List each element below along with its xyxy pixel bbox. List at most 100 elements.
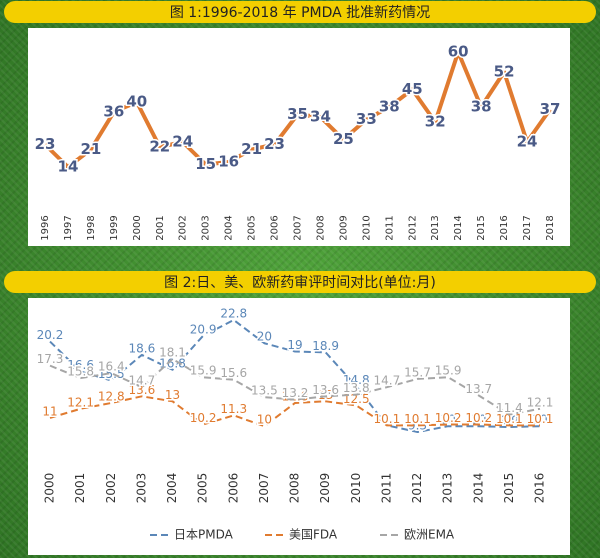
data-label: 22.8 xyxy=(220,307,247,321)
x-tick-label: 2013 xyxy=(430,215,441,240)
x-tick-label: 2006 xyxy=(270,215,281,240)
data-label: 15.5 xyxy=(98,367,125,381)
data-label: 35 xyxy=(287,105,308,123)
data-label: 17.3 xyxy=(37,352,64,366)
data-label: 15.9 xyxy=(190,364,217,378)
data-label: 10 xyxy=(532,413,547,427)
x-tick-label: 2011 xyxy=(384,215,395,240)
data-label: 14.7 xyxy=(374,374,401,388)
x-tick-label: 1996 xyxy=(40,215,51,240)
x-tick-label: 2006 xyxy=(226,473,240,504)
x-tick-label: 1999 xyxy=(109,215,120,240)
series-line xyxy=(43,50,552,169)
legend-label: 日本PMDA xyxy=(174,528,234,542)
x-tick-label: 2014 xyxy=(471,473,485,504)
data-label: 20.9 xyxy=(190,322,217,336)
x-tick-label: 2005 xyxy=(247,215,258,240)
x-tick-label: 2000 xyxy=(132,215,143,240)
x-tick-label: 2009 xyxy=(318,473,332,504)
title-banner xyxy=(4,271,596,293)
x-tick-label: 2015 xyxy=(502,473,516,504)
x-tick-label: 1998 xyxy=(86,215,97,240)
data-label: 9.3 xyxy=(408,419,427,433)
x-tick-label: 2010 xyxy=(361,215,372,240)
data-label: 18.6 xyxy=(129,341,156,355)
data-label: 13 xyxy=(318,388,333,402)
data-label: 13.8 xyxy=(343,381,370,395)
data-label: 13.6 xyxy=(129,383,156,397)
x-tick-label: 2002 xyxy=(104,473,118,504)
data-label: 45 xyxy=(402,80,423,98)
data-label: 14.8 xyxy=(343,373,370,387)
data-label: 38 xyxy=(471,98,492,116)
data-label: 33 xyxy=(356,110,377,128)
data-label: 15.6 xyxy=(220,366,247,380)
data-label: 16.8 xyxy=(159,356,186,370)
data-label: 19 xyxy=(287,338,302,352)
x-tick-label: 2012 xyxy=(407,215,418,240)
x-tick-label: 2016 xyxy=(533,473,547,504)
data-label: 11.4 xyxy=(496,401,523,415)
data-label: 9.9 xyxy=(500,414,519,428)
data-label: 10.2 xyxy=(465,411,492,425)
x-tick-label: 2000 xyxy=(43,473,57,504)
x-tick-label: 2005 xyxy=(196,473,210,504)
panel xyxy=(28,28,570,246)
data-label: 13.2 xyxy=(282,386,309,400)
x-tick-label: 2007 xyxy=(293,215,304,240)
legend-label: 欧洲EMA xyxy=(404,528,455,542)
data-label: 13.7 xyxy=(465,382,492,396)
data-label: 38 xyxy=(379,98,400,116)
data-label: 12.1 xyxy=(67,395,94,409)
x-tick-label: 2008 xyxy=(315,215,326,240)
data-label: 14.7 xyxy=(129,374,156,388)
data-label: 24 xyxy=(517,133,538,151)
x-tick-label: 2010 xyxy=(349,473,363,504)
data-label: 15.7 xyxy=(404,365,431,379)
data-label: 13.6 xyxy=(312,383,339,397)
data-label: 16.4 xyxy=(98,360,125,374)
x-tick-label: 2003 xyxy=(201,215,212,240)
data-label: 15.9 xyxy=(435,364,462,378)
data-label: 34 xyxy=(310,108,331,126)
data-label: 60 xyxy=(448,43,469,61)
data-label: 52 xyxy=(494,63,515,81)
data-label: 15.8 xyxy=(67,365,94,379)
data-label: 23 xyxy=(35,135,56,153)
x-tick-label: 2014 xyxy=(453,215,464,240)
data-label: 16.6 xyxy=(67,358,94,372)
data-label: 20.2 xyxy=(37,328,64,342)
x-tick-label: 2018 xyxy=(545,215,556,240)
chart-title: 图 2:日、美、欧新药审评时间对比(单位:月) xyxy=(164,275,436,291)
data-label: 12.8 xyxy=(98,389,125,403)
chart-title: 图 1:1996-2018 年 PMDA 批准新药情况 xyxy=(170,5,430,21)
data-label: 32 xyxy=(425,113,446,131)
x-tick-label: 2004 xyxy=(165,473,179,504)
data-label: 20 xyxy=(257,330,272,344)
data-label: 13.5 xyxy=(251,384,278,398)
x-tick-label: 2011 xyxy=(379,473,393,504)
legend-label: 美国FDA xyxy=(289,528,338,542)
data-label: 14 xyxy=(58,158,79,176)
x-tick-label: 2015 xyxy=(476,215,487,240)
x-tick-label: 2009 xyxy=(338,215,349,240)
data-label: 11 xyxy=(42,404,57,418)
data-label: 21 xyxy=(241,140,262,158)
series-line xyxy=(49,319,541,433)
data-label: 15 xyxy=(195,155,216,173)
data-label: 10.1 xyxy=(374,412,401,426)
x-tick-label: 2001 xyxy=(155,215,166,240)
x-tick-label: 2012 xyxy=(410,473,424,504)
x-tick-label: 2016 xyxy=(499,215,510,240)
series-line xyxy=(49,395,540,428)
x-tick-label: 2001 xyxy=(73,473,87,504)
data-label: 18.1 xyxy=(159,345,186,359)
x-tick-label: 2017 xyxy=(522,215,533,240)
data-label: 10.1 xyxy=(527,412,554,426)
data-label: 13 xyxy=(165,388,180,402)
data-label: 24 xyxy=(172,133,193,151)
x-tick-label: 2007 xyxy=(257,473,271,504)
data-label: 12.1 xyxy=(527,395,554,409)
